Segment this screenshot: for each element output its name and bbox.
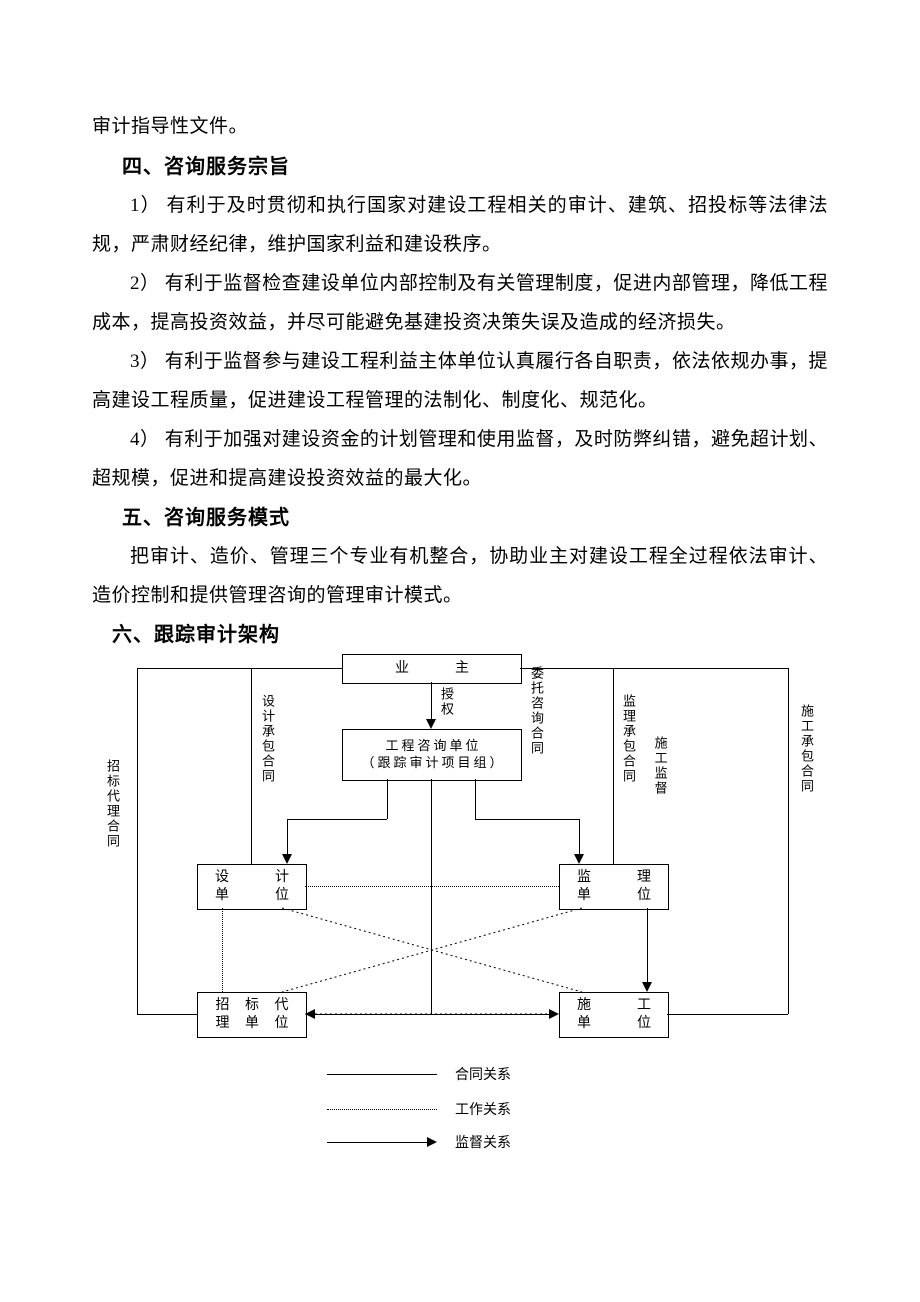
label-constr-contract: 施工承包合同 [798,704,813,794]
line-consult-down1 [387,779,388,819]
legend-dotted-label: 工作关系 [455,1099,511,1119]
legend-dotted: 工作关系 [327,1099,511,1119]
node-super-label1: 监 理 [571,869,657,887]
intro-line: 审计指导性文件。 [92,108,828,147]
node-super: 监 理 单 位 [559,864,669,910]
line-owner-constr-h2 [667,1014,788,1015]
line-consult-right-h [475,819,579,820]
legend-arrow: 监督关系 [327,1132,511,1152]
legend-solid-label: 合同关系 [455,1064,511,1084]
line-owner-bid-v [137,668,138,1014]
line-consult-left-h [287,819,387,820]
arrow-owner-consult [426,719,436,729]
node-constr: 施 工 单 位 [559,992,669,1038]
node-constr-label1: 施 工 [571,997,657,1015]
line-consult-down2 [475,779,476,819]
line-consult-constr-h [431,1014,549,1015]
legend-solid: 合同关系 [327,1064,511,1084]
node-consult: 工程咨询单位 （跟踪审计项目组） [342,729,522,781]
line-owner-consult [431,682,432,720]
label-auth: 授权 [438,687,453,717]
node-bid: 招 标 代 理 单 位 [197,992,307,1038]
heading-6: 六、跟踪审计架构 [92,616,828,654]
label-supervise-c2: 监督 [652,766,668,796]
node-bid-label2: 理 单 位 [210,1015,295,1033]
node-design: 设 计 单 位 [197,864,307,910]
legend-arrow-line [327,1137,437,1147]
line-owner-bid-h1 [137,668,342,669]
para-3: 3） 有利于监督参与建设工程利益主体单位认真履行各自职责，依法依规办事，提高建设… [92,343,828,421]
node-constr-label2: 单 位 [571,1015,657,1033]
dot-design-bid [222,908,223,992]
label-supervise-c1: 施工 [652,736,668,766]
arrow-consult-design [282,854,292,864]
heading-5: 五、咨询服务模式 [92,498,828,538]
node-owner-label: 业 主 [389,660,475,678]
node-design-label2: 单 位 [209,887,295,905]
node-super-label2: 单 位 [571,887,657,905]
legend-solid-line [327,1074,437,1075]
line-owner-constr-h1 [520,668,788,669]
line-super-constr-v [647,908,648,982]
document-page: 审计指导性文件。 四、咨询服务宗旨 1） 有利于及时贯彻和执行国家对建设工程相关… [0,0,920,1214]
label-super-contract: 监理承包合同 [620,694,635,784]
node-consult-label1: 工程咨询单位 [382,738,481,755]
label-bidagent-contract: 招标代理合同 [104,759,119,849]
node-consult-label2: （跟踪审计项目组） [358,755,505,772]
line-consult-center-v [431,779,432,1014]
line-consult-bid-h [315,1014,431,1015]
para-1: 1） 有利于及时贯彻和执行国家对建设工程相关的审计、建筑、招投标等法律法规，严肃… [92,187,828,265]
arrow-consult-bid [305,1009,315,1019]
arrow-consult-super [574,854,584,864]
line-owner-constr-v [788,668,789,1014]
arrow-consult-constr [549,1009,559,1019]
heading-4: 四、咨询服务宗旨 [92,147,828,187]
label-consult-contract: 委托咨询合同 [528,666,543,756]
label-design-contract: 设计承包合同 [259,694,274,784]
arrow-super-constr [642,982,652,992]
legend-dotted-line [327,1109,437,1110]
dot-design-super [305,886,559,887]
line-consult-super-v [579,819,580,854]
node-owner: 业 主 [342,654,522,684]
line-consult-design-v [287,819,288,854]
audit-architecture-diagram: 业 主 工程咨询单位 （跟踪审计项目组） 设 计 单 位 监 理 单 位 招 标… [92,654,822,1164]
label-supervise: 施工 监督 [652,736,668,796]
line-owner-super-v [613,668,614,864]
legend-arrow-label: 监督关系 [455,1132,511,1152]
para-4: 4） 有利于加强对建设资金的计划管理和使用监督，及时防弊纠错，避免超计划、超规模… [92,421,828,499]
para-5: 把审计、造价、管理三个专业有机整合，协助业主对建设工程全过程依法审计、造价控制和… [92,538,828,616]
para-2: 2） 有利于监督检查建设单位内部控制及有关管理制度，促进内部管理，降低工程成本，… [92,265,828,343]
line-owner-design-v [251,668,252,864]
node-design-label1: 设 计 [209,869,295,887]
line-owner-bid-h2 [137,1014,197,1015]
node-bid-label1: 招 标 代 [210,997,295,1015]
